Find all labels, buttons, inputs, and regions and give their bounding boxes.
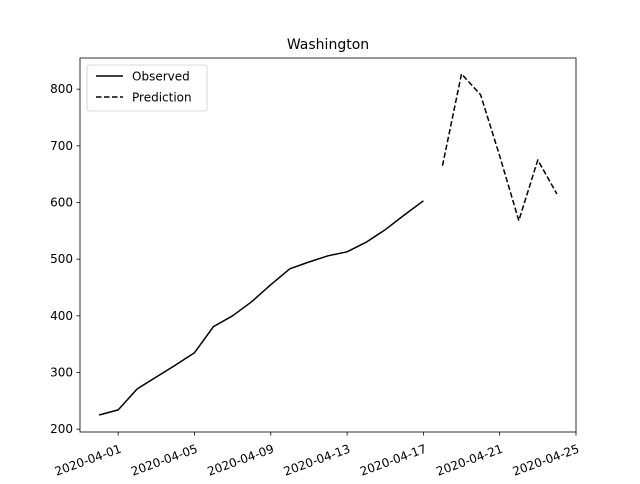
x-tick-label: 2020-04-17	[358, 442, 428, 479]
y-tick-label: 600	[50, 196, 73, 210]
legend: Observed Prediction	[86, 64, 208, 112]
x-tick-label: 2020-04-13	[282, 442, 352, 479]
y-tick-label: 200	[50, 422, 73, 436]
y-tick-label: 700	[50, 139, 73, 153]
legend-label-observed: Observed	[132, 70, 190, 84]
x-tick-label: 2020-04-21	[434, 442, 504, 479]
series-line-observed	[98, 200, 424, 416]
y-tick-label: 500	[50, 252, 73, 266]
y-tick-label: 400	[50, 309, 73, 323]
y-tick-label: 800	[50, 82, 73, 96]
chart-title: Washington	[287, 37, 369, 53]
series-line-prediction	[441, 73, 558, 222]
x-tick-label: 2020-04-09	[205, 442, 275, 479]
y-tick-label: 300	[50, 366, 73, 380]
x-tick-label: 2020-04-01	[53, 442, 123, 479]
plot-frame	[79, 57, 577, 433]
x-tick-label: 2020-04-05	[129, 442, 199, 479]
x-tick-label: 2020-04-25	[511, 442, 581, 479]
series-layer	[98, 73, 558, 416]
legend-label-prediction: Prediction	[132, 91, 192, 105]
